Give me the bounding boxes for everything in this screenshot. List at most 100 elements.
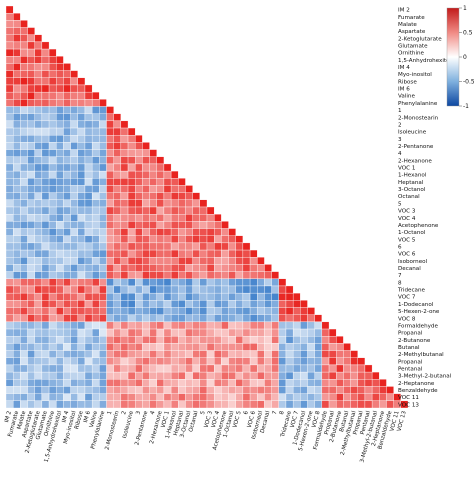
heatmap-cell bbox=[13, 91, 21, 100]
heatmap-cell bbox=[84, 192, 93, 200]
heatmap-cell bbox=[257, 357, 265, 366]
heatmap-cell bbox=[185, 343, 193, 351]
heatmap-cell bbox=[20, 142, 28, 150]
heatmap-cell bbox=[235, 364, 244, 373]
heatmap-cell bbox=[127, 379, 136, 387]
heatmap-cell bbox=[5, 257, 14, 265]
heatmap-cell bbox=[91, 307, 100, 315]
heatmap-cell bbox=[27, 185, 35, 193]
row-label: VOC 1 bbox=[398, 166, 416, 172]
heatmap-cell bbox=[228, 336, 236, 344]
heatmap-cell bbox=[199, 228, 208, 236]
heatmap-cell bbox=[285, 400, 294, 409]
heatmap-cell bbox=[113, 400, 122, 409]
heatmap-cell bbox=[364, 393, 373, 401]
heatmap-cell bbox=[221, 271, 229, 279]
heatmap-cell bbox=[321, 393, 330, 401]
heatmap-cell bbox=[13, 249, 21, 258]
heatmap-cell bbox=[192, 371, 200, 380]
heatmap-cell bbox=[48, 170, 57, 179]
heatmap-cell bbox=[321, 321, 330, 330]
heatmap-cell bbox=[321, 371, 330, 380]
heatmap-cell bbox=[314, 314, 323, 323]
row-label: Aspartate bbox=[398, 29, 426, 35]
heatmap-cell bbox=[70, 178, 78, 186]
heatmap-cell bbox=[278, 379, 287, 387]
heatmap-cell bbox=[228, 364, 236, 373]
heatmap-cell bbox=[343, 379, 351, 387]
heatmap-cell bbox=[63, 386, 71, 394]
row-label: Isoleucine bbox=[398, 130, 427, 136]
heatmap-cell bbox=[228, 386, 236, 394]
heatmap-cell bbox=[5, 170, 14, 179]
heatmap-cell bbox=[77, 214, 86, 222]
heatmap-cell bbox=[178, 350, 186, 358]
heatmap-cell bbox=[48, 264, 57, 272]
heatmap-cell bbox=[41, 235, 50, 244]
heatmap-cell bbox=[106, 113, 114, 122]
heatmap-cell bbox=[91, 242, 100, 251]
heatmap-cell bbox=[5, 91, 14, 100]
heatmap-cell bbox=[249, 271, 258, 279]
heatmap-cell bbox=[336, 386, 344, 394]
heatmap-cell bbox=[185, 292, 193, 301]
heatmap-cell bbox=[77, 379, 86, 387]
heatmap-cell bbox=[120, 307, 129, 315]
row-label: 2-Hexanone bbox=[398, 158, 432, 164]
heatmap-cell bbox=[13, 285, 21, 294]
heatmap-cell bbox=[163, 228, 172, 236]
heatmap-cell bbox=[206, 343, 215, 351]
heatmap-cell bbox=[163, 257, 172, 265]
heatmap-cell bbox=[27, 300, 35, 308]
heatmap-cell bbox=[34, 84, 43, 93]
heatmap-cell bbox=[20, 156, 28, 165]
heatmap-cell bbox=[135, 206, 143, 215]
heatmap-cell bbox=[228, 357, 236, 366]
heatmap-cell bbox=[185, 235, 193, 244]
heatmap-cell bbox=[127, 336, 136, 344]
heatmap-cell bbox=[170, 300, 179, 308]
heatmap-cell bbox=[285, 350, 294, 358]
heatmap-cell bbox=[106, 264, 114, 272]
heatmap-cell bbox=[84, 221, 93, 229]
heatmap-cell bbox=[41, 307, 50, 315]
heatmap-cell bbox=[249, 278, 258, 287]
heatmap-cell bbox=[5, 149, 14, 157]
heatmap-cell bbox=[99, 99, 107, 107]
column-label: VOC 7 bbox=[290, 410, 300, 429]
heatmap-cell bbox=[386, 386, 394, 394]
heatmap-cell bbox=[5, 27, 14, 35]
heatmap-cell bbox=[70, 228, 78, 236]
heatmap-cell bbox=[127, 328, 136, 337]
heatmap-cell bbox=[285, 285, 294, 294]
heatmap-cell bbox=[70, 221, 78, 229]
heatmap-cell bbox=[285, 336, 294, 344]
heatmap-cell bbox=[13, 149, 21, 157]
heatmap-cell bbox=[91, 135, 100, 143]
heatmap-cell bbox=[278, 343, 287, 351]
heatmap-cell bbox=[48, 228, 57, 236]
heatmap-cell bbox=[106, 257, 114, 265]
heatmap-cell bbox=[56, 106, 64, 114]
heatmap-cell bbox=[77, 91, 86, 100]
heatmap-cell bbox=[113, 135, 122, 143]
heatmap-cell bbox=[5, 199, 14, 208]
heatmap-cell bbox=[170, 249, 179, 258]
heatmap-cell bbox=[91, 300, 100, 308]
heatmap-cell bbox=[120, 185, 129, 193]
heatmap-cell bbox=[41, 142, 50, 150]
heatmap-cell bbox=[34, 364, 43, 373]
heatmap-cell bbox=[56, 393, 64, 401]
heatmap-cell bbox=[350, 393, 358, 401]
heatmap-cell bbox=[127, 364, 136, 373]
heatmap-cell bbox=[27, 214, 35, 222]
heatmap-cell bbox=[120, 156, 129, 165]
heatmap-cell bbox=[163, 242, 172, 251]
heatmap-cell bbox=[120, 350, 129, 358]
heatmap-cell bbox=[48, 77, 57, 86]
heatmap-cell bbox=[364, 364, 373, 373]
heatmap-cell bbox=[27, 336, 35, 344]
heatmap-cell bbox=[156, 278, 165, 287]
heatmap-cell bbox=[34, 379, 43, 387]
heatmap-cell bbox=[106, 307, 114, 315]
